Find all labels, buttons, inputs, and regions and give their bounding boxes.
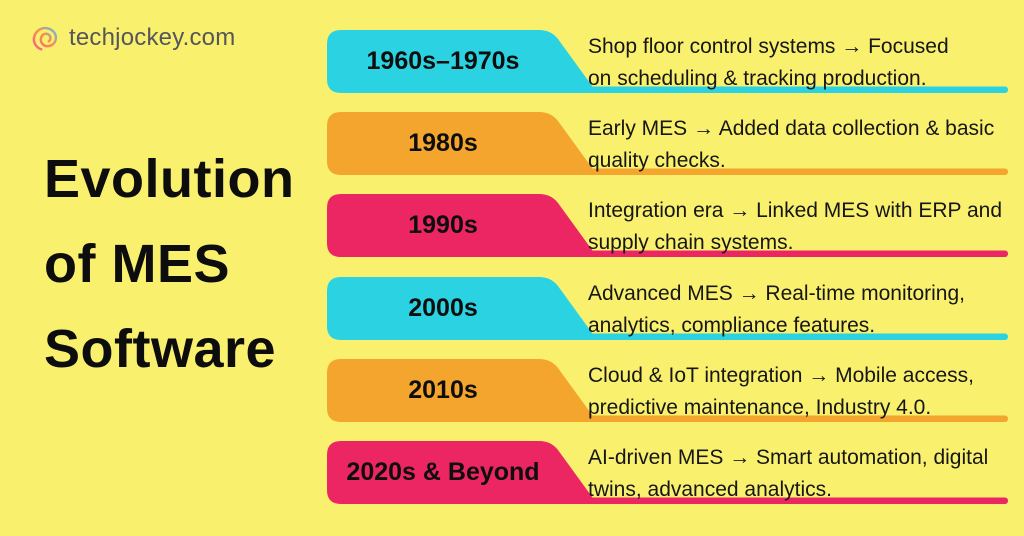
era-banner-shape xyxy=(327,359,596,422)
era-banner-shape xyxy=(327,277,596,340)
era-banner-shape xyxy=(327,194,596,257)
era-description-line: Shop floor control systems → Focused xyxy=(588,35,949,58)
era-description-line: analytics, compliance features. xyxy=(588,314,876,337)
era-description-line: Cloud & IoT integration → Mobile access, xyxy=(588,364,974,387)
era-description-line: Early MES → Added data collection & basi… xyxy=(588,117,995,140)
era-banner xyxy=(327,194,1008,257)
era-underline xyxy=(557,168,1008,175)
timeline-row-2000s: 2000s Advanced MES → Real-time monitorin… xyxy=(327,277,1008,340)
era-description: Integration era → Linked MES with ERP an… xyxy=(588,195,1018,259)
era-description-line: supply chain systems. xyxy=(588,231,794,254)
techjockey-spiral-icon xyxy=(32,26,58,51)
era-banner-shape xyxy=(327,30,596,93)
era-banner xyxy=(327,30,1008,93)
techjockey-logo: techjockey.com xyxy=(30,22,235,54)
logo-text: techjockey.com xyxy=(69,24,236,51)
era-description: Shop floor control systems → Focused on … xyxy=(588,31,1018,95)
era-label: 1980s xyxy=(408,129,478,157)
title-line: Evolution xyxy=(44,149,295,209)
era-description: Advanced MES → Real-time monitoring, ana… xyxy=(588,278,1018,342)
era-banner-shape xyxy=(327,441,596,504)
era-label: 1990s xyxy=(408,211,478,239)
era-banner xyxy=(327,112,1008,175)
era-description-line: twins, advanced analytics. xyxy=(588,478,832,501)
era-description-line: on scheduling & tracking production. xyxy=(588,67,927,90)
era-description-line: Integration era → Linked MES with ERP an… xyxy=(588,199,1003,222)
era-label: 2020s & Beyond xyxy=(346,458,540,486)
title-line: of MES xyxy=(44,234,230,294)
era-banner xyxy=(327,359,1008,422)
era-label: 2010s xyxy=(408,376,478,404)
era-description: AI-driven MES → Smart automation, digita… xyxy=(588,442,1018,506)
era-description-line: AI-driven MES → Smart automation, digita… xyxy=(588,446,989,469)
era-label: 1960s–1970s xyxy=(366,47,520,75)
timeline-row-2010s: 2010s Cloud & IoT integration → Mobile a… xyxy=(327,359,1008,422)
timeline-row-2020s-beyond: 2020s & Beyond AI-driven MES → Smart aut… xyxy=(327,441,1008,504)
era-description: Cloud & IoT integration → Mobile access,… xyxy=(588,360,1018,424)
page-title: Evolution of MES Software xyxy=(44,137,294,392)
era-label: 2000s xyxy=(408,294,478,322)
era-banner-shape xyxy=(327,112,596,175)
era-underline xyxy=(557,86,1008,93)
timeline-row-1980s: 1980s Early MES → Added data collection … xyxy=(327,112,1008,175)
era-description-line: Advanced MES → Real-time monitoring, xyxy=(588,282,965,305)
era-underline xyxy=(557,497,1008,504)
timeline: 1960s–1970s Shop floor control systems →… xyxy=(327,0,1008,536)
title-line: Software xyxy=(44,319,277,379)
era-banner xyxy=(327,441,1008,504)
timeline-row-1990s: 1990s Integration era → Linked MES with … xyxy=(327,194,1008,257)
era-description-line: predictive maintenance, Industry 4.0. xyxy=(588,396,932,419)
era-underline xyxy=(557,415,1008,422)
era-underline xyxy=(557,333,1008,340)
era-underline xyxy=(557,250,1008,257)
era-banner xyxy=(327,277,1008,340)
era-description-line: quality checks. xyxy=(588,149,726,172)
timeline-row-1960s-1970s: 1960s–1970s Shop floor control systems →… xyxy=(327,30,1008,93)
era-description: Early MES → Added data collection & basi… xyxy=(588,113,1018,177)
